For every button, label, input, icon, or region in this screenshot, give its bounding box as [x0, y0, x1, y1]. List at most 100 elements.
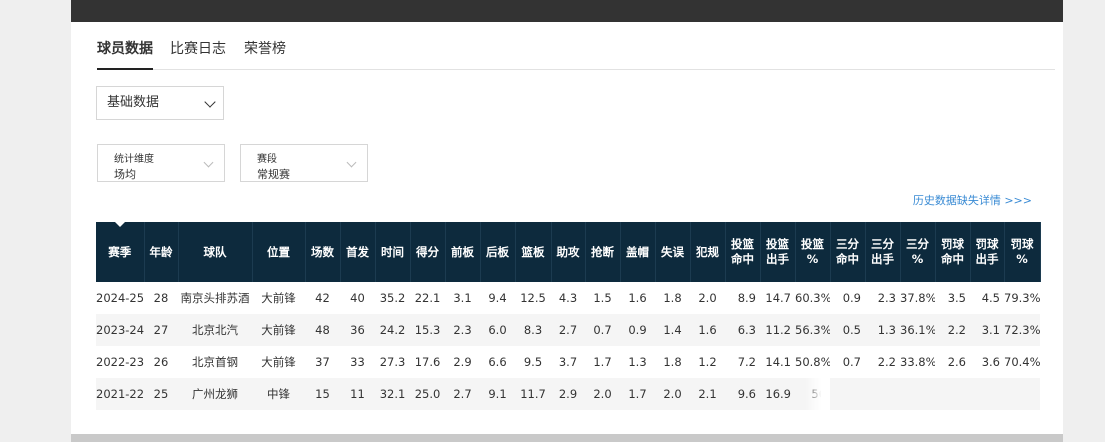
table-cell: 0.5 — [830, 314, 865, 346]
table-cell: 2.9 — [551, 378, 585, 410]
filter-value: 常规赛 — [257, 168, 290, 181]
table-cell: 大前锋 — [261, 355, 296, 369]
season-stage-filter[interactable]: 赛段 常规赛 — [240, 144, 368, 182]
table-row: 2024-25 28 南京头排苏酒 大前锋 42 40 35.2 22.1 3.1 9.4 12.5… — [96, 282, 1040, 314]
table-cell: 9.6 — [725, 378, 760, 410]
table-cell: 72.3% — [1004, 314, 1040, 346]
tab-honors[interactable]: 荣誉榜 — [244, 41, 286, 57]
table-cell: 2022-23 — [96, 355, 144, 369]
stats-table: 赛季 年龄 球队 位置 场数 首发 时间 得分 前板 后板 篮板 助攻 抢断 盖帽 失误 犯规 投篮 命中 投篮 出手… — [96, 221, 1041, 410]
table-cell: 4.5 — [981, 291, 1000, 305]
table-cell: 0.7 — [842, 355, 861, 369]
table-cell: 2.0 — [698, 291, 717, 305]
table-cell — [900, 378, 935, 410]
column-header[interactable]: 球队 — [178, 222, 253, 282]
column-header[interactable]: 投篮 出手 — [760, 222, 796, 282]
stat-dimension-filter[interactable]: 统计维度 场均 — [97, 144, 225, 182]
table-cell: 3.5 — [947, 291, 966, 305]
table-cell: 大前锋 — [252, 314, 305, 346]
table-cell: 25.0 — [410, 378, 445, 410]
table-cell — [935, 378, 970, 410]
table-cell: 2.0 — [655, 378, 690, 410]
table-cell: 3.1 — [453, 291, 472, 305]
tab-bar: 球员数据 比赛日志 荣誉榜 — [97, 32, 1055, 70]
table-cell: 17.6 — [414, 355, 441, 369]
tab-game-log[interactable]: 比赛日志 — [170, 41, 226, 57]
table-cell: 25 — [144, 378, 178, 410]
table-cell: 11.7 — [515, 378, 551, 410]
column-header[interactable]: 位置 — [252, 222, 306, 282]
table-cell: 2.0 — [585, 378, 620, 410]
column-header[interactable]: 罚球 命中 — [935, 222, 971, 282]
column-header[interactable]: 助攻 — [551, 222, 586, 282]
table-cell: 1.4 — [655, 314, 690, 346]
table-cell: 9.1 — [480, 378, 515, 410]
table-cell — [1004, 378, 1040, 410]
table-cell: 15.3 — [410, 314, 445, 346]
table-cell — [970, 378, 1004, 410]
column-header[interactable]: 首发 — [340, 222, 376, 282]
column-header[interactable]: 三分% — [900, 222, 936, 282]
table-cell: 3.1 — [970, 314, 1004, 346]
column-header[interactable]: 失误 — [655, 222, 691, 282]
history-missing-data-link[interactable]: 历史数据缺失详情 >>> — [912, 194, 1032, 207]
tab-player-data[interactable]: 球员数据 — [97, 41, 153, 70]
column-header[interactable]: 罚球% — [1004, 222, 1041, 282]
column-header[interactable]: 犯规 — [690, 222, 726, 282]
table-cell: 28 — [153, 291, 169, 305]
table-cell: 1.6 — [628, 291, 647, 305]
table-cell: 70.4% — [1004, 355, 1040, 369]
horizontal-scrollbar[interactable] — [71, 434, 1063, 442]
table-cell: 11.2 — [760, 314, 795, 346]
player-stats-panel: 球员数据 比赛日志 荣誉榜 基础数据 统计维度 场均 赛段 常规赛 历史数据缺失… — [71, 22, 1063, 442]
table-cell: 40 — [350, 291, 365, 305]
chevron-down-icon — [346, 157, 357, 168]
chevron-down-icon — [203, 157, 214, 168]
table-cell: 60.3% — [795, 291, 830, 305]
table-cell: 7.2 — [737, 355, 756, 369]
table-cell: 2.3 — [445, 314, 480, 346]
table-cell: 12.5 — [520, 291, 546, 305]
data-type-select[interactable]: 基础数据 — [96, 86, 224, 120]
table-row: 2021-22 25 广州龙狮 中锋 15 11 32.1 25.0 2.7 9.1 11.7 2.9… — [96, 378, 1040, 410]
table-cell: 42 — [315, 291, 330, 305]
table-cell: 36 — [340, 314, 375, 346]
column-header[interactable]: 投篮% — [795, 222, 831, 282]
table-cell: 1.2 — [698, 355, 717, 369]
column-header[interactable]: 罚球 出手 — [970, 222, 1005, 282]
column-header[interactable]: 篮板 — [515, 222, 552, 282]
table-cell: 27.3 — [379, 355, 406, 369]
table-cell: 0.7 — [585, 314, 620, 346]
table-cell: 广州龙狮 — [178, 378, 252, 410]
column-header[interactable]: 赛季 — [96, 221, 145, 282]
column-header[interactable]: 场数 — [305, 222, 341, 282]
table-cell: 2.7 — [445, 378, 480, 410]
column-header[interactable]: 投篮 命中 — [725, 222, 761, 282]
table-cell: 4.3 — [558, 291, 578, 305]
column-header[interactable]: 三分 命中 — [830, 222, 866, 282]
table-cell: 15 — [305, 378, 340, 410]
table-cell: 50.8% — [795, 355, 830, 369]
column-header[interactable]: 抢断 — [585, 222, 621, 282]
table-cell: 56 — [795, 378, 830, 410]
column-header[interactable]: 三分 出手 — [865, 222, 901, 282]
table-row: 2023-24 27 北京北汽 大前锋 48 36 24.2 15.3 2.3 6.0 8.3 2.7… — [96, 314, 1040, 346]
column-header[interactable]: 后板 — [480, 222, 516, 282]
table-cell: 1.5 — [593, 291, 612, 305]
filter-label: 赛段 — [257, 154, 277, 165]
table-cell: 2.3 — [877, 291, 896, 305]
table-cell: 8.3 — [515, 314, 551, 346]
table-cell: 2023-24 — [96, 314, 144, 346]
table-cell: 35.2 — [379, 291, 406, 305]
column-header[interactable]: 前板 — [445, 222, 481, 282]
table-cell: 2.2 — [935, 314, 970, 346]
table-cell: 1.8 — [663, 355, 682, 369]
chevron-down-icon — [204, 96, 216, 108]
column-header[interactable]: 盖帽 — [620, 222, 656, 282]
table-cell: 3.6 — [981, 355, 1000, 369]
table-cell: 32.1 — [375, 378, 410, 410]
column-header[interactable]: 时间 — [375, 222, 411, 282]
table-cell: 2.7 — [551, 314, 585, 346]
column-header[interactable]: 得分 — [410, 222, 446, 282]
column-header[interactable]: 年龄 — [144, 222, 179, 282]
